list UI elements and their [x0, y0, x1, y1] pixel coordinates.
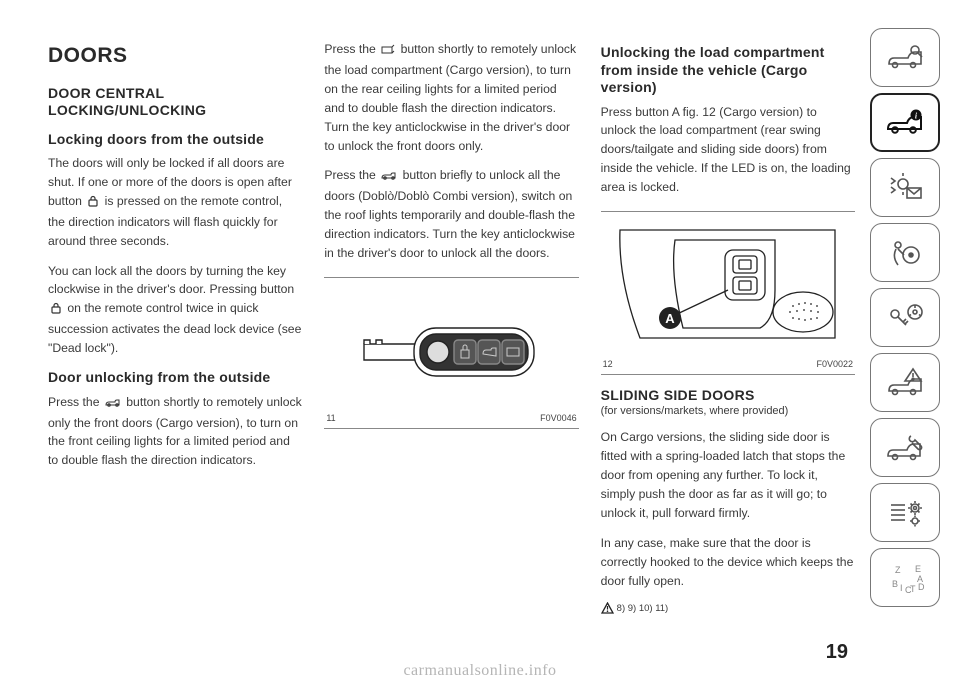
lock-icon	[87, 194, 99, 213]
warning-text: 8) 9) 10) 11)	[617, 603, 669, 614]
door-panel-illustration: A	[615, 220, 840, 348]
page-number: 19	[826, 641, 848, 664]
svg-text:T: T	[910, 584, 916, 594]
sliding-doors-sub: (for versions/markets, where provided)	[601, 403, 855, 420]
col3-p2: On Cargo versions, the sliding side door…	[601, 428, 855, 523]
unlocking-p1: Press the button shortly to remotely unl…	[48, 393, 302, 471]
svg-text:I: I	[900, 583, 903, 593]
unlocking-inside-heading: Unlocking the load compartment from insi…	[601, 44, 855, 97]
tab-car-info[interactable]: i	[870, 93, 940, 152]
svg-text:Z: Z	[895, 565, 901, 575]
sidebar-tabs: i ZEBAICTD	[870, 28, 940, 607]
col3-p3: In any case, make sure that the door is …	[601, 534, 855, 591]
doors-heading: DOORS	[48, 40, 302, 73]
sliding-doors-heading: SLIDING SIDE DOORS	[601, 387, 855, 405]
tab-car-search[interactable]	[870, 28, 940, 87]
col2-p1: Press the button shortly to remotely unl…	[324, 40, 578, 155]
tab-car-warning[interactable]	[870, 353, 940, 412]
warning-refs: 8) 9) 10) 11)	[601, 602, 855, 620]
unlocking-outside-heading: Door unlocking from the outside	[48, 369, 302, 387]
lock-icon	[50, 301, 62, 320]
svg-text:B: B	[892, 579, 898, 589]
locking-outside-heading: Locking doors from the outside	[48, 131, 302, 149]
unlock-car-icon	[105, 395, 121, 414]
figure-11: 11 F0V0046	[324, 277, 578, 429]
tab-key-wheel[interactable]	[870, 288, 940, 347]
fig12-num: 12	[603, 358, 613, 372]
col3-p1: Press button A fig. 12 (Cargo version) t…	[601, 103, 855, 198]
figure-12: A 12 F0V0022	[601, 211, 855, 375]
fig11-code: F0V0046	[540, 412, 577, 426]
locking-p2b: on the remote control twice in quick suc…	[48, 301, 301, 355]
svg-text:D: D	[918, 582, 925, 592]
locking-p2a: You can lock all the doors by turning th…	[48, 264, 294, 297]
fig12-code: F0V0022	[816, 358, 853, 372]
column-2: Press the button shortly to remotely unl…	[324, 40, 578, 619]
tailgate-icon	[381, 42, 395, 61]
locking-p2: You can lock all the doors by turning th…	[48, 262, 302, 359]
tab-car-wrench[interactable]	[870, 418, 940, 477]
tab-letters[interactable]: ZEBAICTD	[870, 548, 940, 607]
col2-p2a: Press the	[324, 168, 379, 182]
fig11-num: 11	[326, 412, 335, 426]
watermark: carmanualsonline.info	[403, 662, 556, 680]
col2-p2: Press the button briefly to unlock all t…	[324, 166, 578, 263]
svg-text:E: E	[915, 564, 921, 574]
tab-list-gear[interactable]	[870, 483, 940, 542]
column-3: Unlocking the load compartment from insi…	[601, 40, 855, 619]
locking-p1: The doors will only be locked if all doo…	[48, 154, 302, 251]
svg-text:A: A	[666, 311, 676, 326]
key-fob-illustration	[346, 292, 556, 402]
column-1: DOORS DOOR CENTRAL LOCKING/UNLOCKING Loc…	[48, 40, 302, 619]
col2-p1b: button shortly to remotely unlock the lo…	[324, 42, 576, 153]
unlocking-p1a: Press the	[48, 395, 103, 409]
col2-p1a: Press the	[324, 42, 379, 56]
tab-airbag[interactable]	[870, 223, 940, 282]
unlock-car-icon	[381, 168, 397, 187]
central-locking-heading: DOOR CENTRAL LOCKING/UNLOCKING	[48, 85, 302, 120]
tab-light-mail[interactable]	[870, 158, 940, 217]
warning-icon	[601, 602, 614, 620]
